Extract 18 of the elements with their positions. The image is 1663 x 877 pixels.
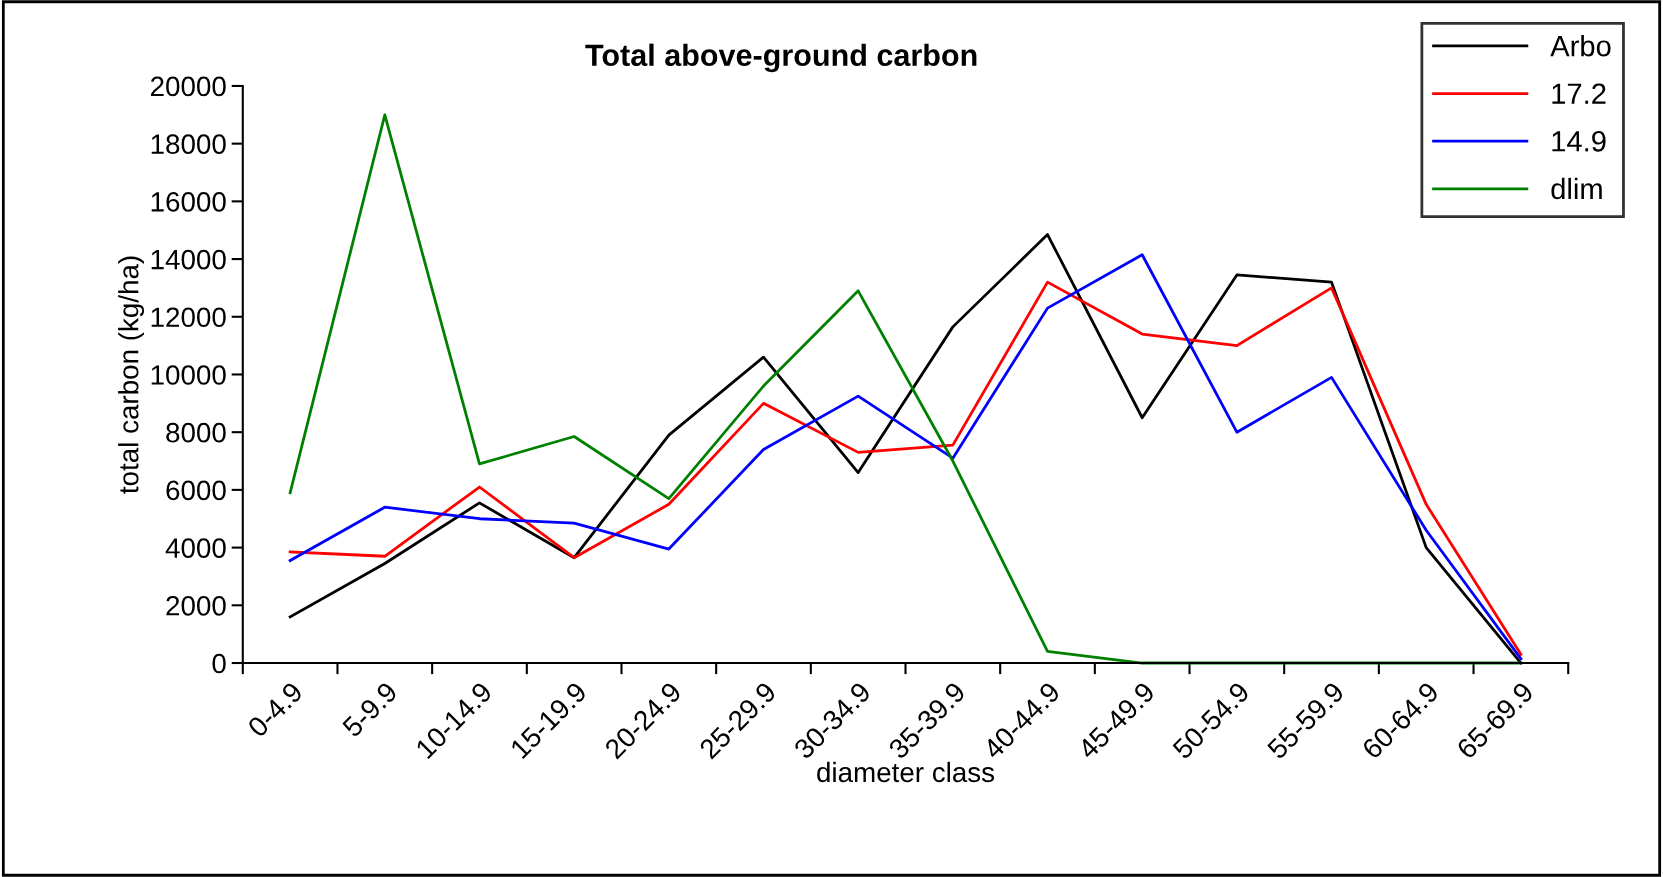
y-tick-label: 16000	[151, 192, 226, 212]
y-tick-label: 12000	[151, 307, 226, 328]
y-tick-label: 0	[212, 653, 226, 674]
y-tick-label: 6000	[166, 480, 226, 501]
x-axis-title: diameter class	[817, 761, 995, 783]
y-tick-label: 14000	[151, 249, 226, 270]
legend-label: Arbo	[1550, 35, 1611, 57]
y-tick-label: 10000	[151, 365, 226, 385]
legend-label: dlim	[1551, 177, 1602, 200]
chart-title: Total above-ground carbon	[585, 43, 977, 73]
legend-label: 14.9	[1552, 131, 1606, 152]
y-tick-label: 20000	[150, 76, 226, 97]
y-tick-label: 2000	[166, 595, 226, 616]
y-axis-title: total carbon (kg/ha)	[118, 256, 145, 494]
y-tick-label: 8000	[166, 422, 226, 443]
y-tick-label: 18000	[151, 134, 226, 154]
y-tick-label: 4000	[165, 538, 226, 558]
legend-label: 17.2	[1552, 83, 1606, 104]
